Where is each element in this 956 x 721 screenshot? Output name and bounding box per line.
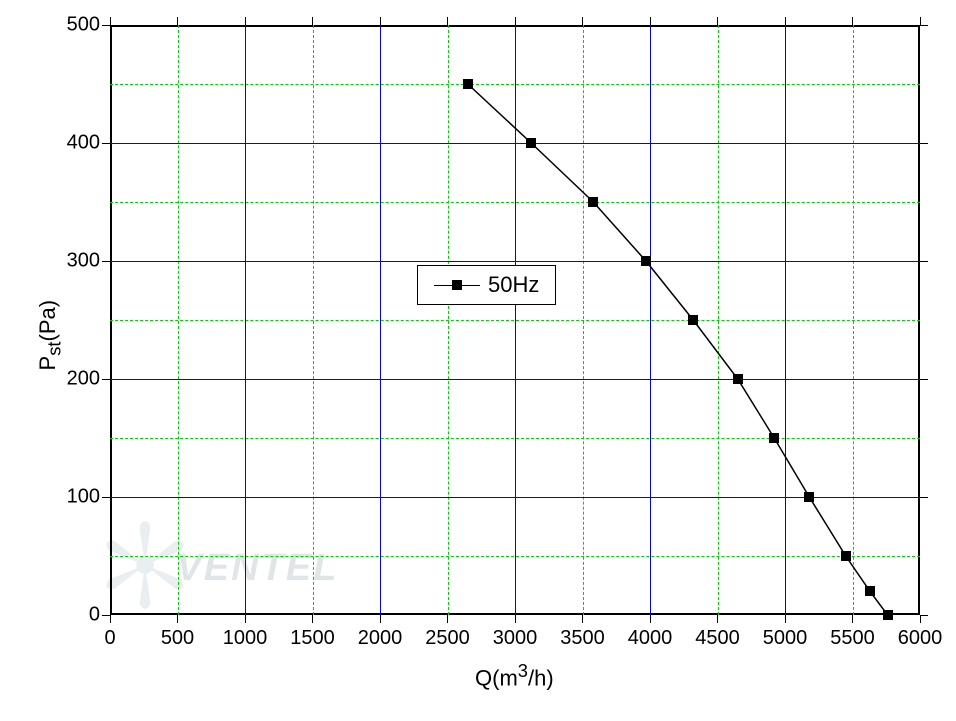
data-point bbox=[588, 197, 598, 207]
y-tick-label: 200 bbox=[60, 368, 100, 391]
x-tick-mark bbox=[515, 17, 516, 25]
y-axis-label: Pst(Pa) bbox=[35, 300, 65, 371]
x-tick-label: 2500 bbox=[425, 627, 470, 650]
x-tick-label: 4500 bbox=[695, 627, 740, 650]
x-tick-mark bbox=[515, 615, 516, 623]
legend: 50Hz bbox=[417, 265, 556, 305]
x-tick-mark bbox=[177, 615, 178, 623]
x-tick-mark bbox=[245, 615, 246, 623]
grid-major-v bbox=[245, 25, 246, 615]
grid-major-h bbox=[110, 143, 920, 144]
x-tick-mark bbox=[245, 17, 246, 25]
x-tick-label: 1000 bbox=[223, 627, 268, 650]
y-tick-mark bbox=[920, 615, 928, 616]
x-tick-mark bbox=[920, 615, 921, 623]
x-tick-label: 2000 bbox=[358, 627, 403, 650]
y-tick-mark bbox=[102, 497, 110, 498]
x-tick-label: 4000 bbox=[628, 627, 673, 650]
y-tick-mark bbox=[102, 379, 110, 380]
grid-major-v bbox=[380, 25, 381, 615]
grid-major-h bbox=[110, 261, 920, 262]
y-tick-mark bbox=[102, 143, 110, 144]
data-point bbox=[883, 610, 893, 620]
data-point bbox=[641, 256, 651, 266]
x-tick-mark bbox=[582, 17, 583, 25]
grid-major-v bbox=[650, 25, 651, 615]
x-tick-mark bbox=[447, 17, 448, 25]
x-tick-label: 5000 bbox=[763, 627, 808, 650]
x-tick-mark bbox=[380, 615, 381, 623]
x-tick-mark bbox=[312, 615, 313, 623]
x-tick-mark bbox=[177, 17, 178, 25]
x-tick-label: 3500 bbox=[560, 627, 605, 650]
x-tick-mark bbox=[852, 615, 853, 623]
data-point bbox=[804, 492, 814, 502]
x-tick-mark bbox=[582, 615, 583, 623]
legend-marker-icon bbox=[434, 280, 480, 290]
x-tick-mark bbox=[785, 17, 786, 25]
data-point bbox=[841, 551, 851, 561]
y-tick-label: 0 bbox=[60, 604, 100, 627]
y-tick-mark bbox=[102, 615, 110, 616]
x-tick-mark bbox=[380, 17, 381, 25]
chart-container: VENTEL 050010001500200025003000350040004… bbox=[0, 0, 956, 721]
x-tick-mark bbox=[650, 17, 651, 25]
y-tick-label: 300 bbox=[60, 250, 100, 273]
x-tick-mark bbox=[717, 17, 718, 25]
data-point bbox=[526, 138, 536, 148]
y-tick-mark bbox=[102, 261, 110, 262]
x-axis-label: Q(m3/h) bbox=[475, 660, 554, 691]
grid-major-h bbox=[110, 497, 920, 498]
x-tick-mark bbox=[717, 615, 718, 623]
grid-major-v bbox=[515, 25, 516, 615]
data-point bbox=[769, 433, 779, 443]
x-tick-label: 500 bbox=[161, 627, 194, 650]
y-tick-mark bbox=[102, 25, 110, 26]
y-tick-label: 100 bbox=[60, 486, 100, 509]
data-point bbox=[733, 374, 743, 384]
x-tick-label: 1500 bbox=[290, 627, 335, 650]
x-tick-label: 3000 bbox=[493, 627, 538, 650]
y-tick-mark bbox=[920, 379, 928, 380]
x-tick-mark bbox=[312, 17, 313, 25]
x-tick-label: 0 bbox=[104, 627, 115, 650]
data-point bbox=[688, 315, 698, 325]
y-tick-mark bbox=[920, 261, 928, 262]
data-point bbox=[463, 79, 473, 89]
x-tick-mark bbox=[110, 615, 111, 623]
x-tick-mark bbox=[650, 615, 651, 623]
y-tick-mark bbox=[920, 25, 928, 26]
legend-label: 50Hz bbox=[488, 272, 539, 298]
data-point bbox=[865, 586, 875, 596]
y-tick-label: 500 bbox=[60, 14, 100, 37]
y-tick-mark bbox=[920, 497, 928, 498]
y-tick-mark bbox=[920, 143, 928, 144]
x-tick-mark bbox=[785, 615, 786, 623]
x-tick-mark bbox=[852, 17, 853, 25]
x-tick-label: 5500 bbox=[830, 627, 875, 650]
y-tick-label: 400 bbox=[60, 132, 100, 155]
x-tick-mark bbox=[447, 615, 448, 623]
grid-major-v bbox=[785, 25, 786, 615]
x-tick-label: 6000 bbox=[898, 627, 943, 650]
grid-major-h bbox=[110, 379, 920, 380]
